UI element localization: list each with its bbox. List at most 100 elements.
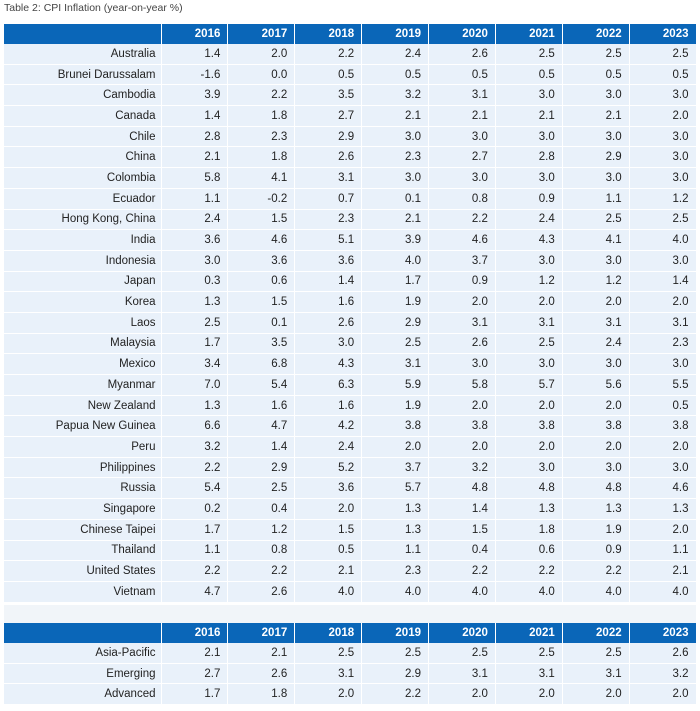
value-cell: 3.8	[562, 415, 630, 438]
value-cell: 2.3	[361, 146, 429, 169]
value-cell: 2.0	[629, 683, 697, 705]
value-cell: 1.9	[361, 291, 429, 313]
value-cell: 2.1	[495, 105, 563, 127]
value-cell: 1.1	[161, 188, 229, 210]
value-cell: 5.8	[428, 374, 496, 396]
value-cell: 4.2	[294, 415, 363, 438]
value-cell: 1.7	[161, 683, 229, 705]
value-cell: 5.7	[495, 374, 563, 396]
value-cell: 0.3	[161, 271, 229, 293]
table-row: Thailand 1.1 0.8 0.5 1.1 0.4 0.6 0.9 1.1	[4, 540, 697, 562]
year-header: 2022	[562, 24, 630, 44]
value-cell: 2.0	[629, 105, 697, 127]
value-cell: 3.0	[428, 167, 496, 189]
header-row: 2016 2017 2018 2019 2020 2021 2022 2023	[4, 623, 697, 643]
value-cell: 2.4	[161, 209, 229, 231]
value-cell: 2.9	[361, 312, 429, 334]
value-cell: 3.5	[227, 333, 296, 355]
value-cell: 4.0	[629, 229, 697, 251]
value-cell: 3.0	[495, 457, 563, 479]
value-cell: 4.0	[562, 581, 630, 602]
row-label: Philippines	[4, 457, 162, 479]
row-label: New Zealand	[4, 395, 162, 417]
value-cell: 3.0	[629, 146, 697, 169]
value-cell: 2.5	[161, 312, 229, 334]
value-cell: 2.5	[629, 44, 697, 65]
year-header: 2018	[294, 623, 363, 643]
row-label: Singapore	[4, 498, 162, 520]
value-cell: 1.8	[227, 146, 296, 169]
value-cell: 1.4	[161, 105, 229, 127]
value-cell: 0.5	[562, 64, 630, 86]
table-row: Colombia 5.8 4.1 3.1 3.0 3.0 3.0 3.0 3.0	[4, 167, 697, 189]
value-cell: 2.9	[562, 146, 630, 169]
table-row: Australia 1.4 2.0 2.2 2.4 2.6 2.5 2.5 2.5	[4, 44, 697, 65]
value-cell: 3.0	[428, 126, 496, 148]
value-cell: 2.5	[227, 477, 296, 500]
row-label: Advanced	[4, 683, 162, 705]
value-cell: 2.6	[428, 333, 496, 355]
row-label: Canada	[4, 105, 162, 127]
value-cell: 1.5	[227, 209, 296, 231]
value-cell: 3.0	[562, 250, 630, 272]
table-row: United States 2.2 2.2 2.1 2.3 2.2 2.2 2.2 2.1	[4, 560, 697, 582]
row-label: Australia	[4, 44, 162, 65]
value-cell: 2.0	[629, 519, 697, 541]
value-cell: 5.1	[294, 229, 363, 251]
value-cell: 1.3	[161, 291, 229, 313]
value-cell: 0.5	[294, 540, 363, 562]
value-cell: 4.0	[294, 581, 363, 602]
value-cell: 2.5	[562, 44, 630, 65]
value-cell: 4.1	[562, 229, 630, 251]
value-cell: 3.1	[495, 663, 563, 685]
table-row: Cambodia 3.9 2.2 3.5 3.2 3.1 3.0 3.0 3.0	[4, 84, 697, 107]
value-cell: 3.0	[495, 167, 563, 189]
value-cell: 0.5	[361, 64, 429, 86]
value-cell: 1.1	[562, 188, 630, 210]
value-cell: 2.0	[294, 498, 363, 520]
value-cell: 3.6	[294, 250, 363, 272]
value-cell: 2.5	[495, 44, 563, 65]
year-header: 2016	[161, 24, 229, 44]
value-cell: 2.1	[428, 105, 496, 127]
table-row: Japan 0.3 0.6 1.4 1.7 0.9 1.2 1.2 1.4	[4, 271, 697, 293]
value-cell: 0.1	[227, 312, 296, 334]
table-row: Asia-Pacific 2.1 2.1 2.5 2.5 2.5 2.5 2.5 2.6	[4, 643, 697, 664]
value-cell: 1.3	[629, 498, 697, 520]
value-cell: 3.0	[428, 353, 496, 375]
value-cell: 1.7	[161, 333, 229, 355]
table-row: Brunei Darussalam -1.6 0.0 0.5 0.5 0.5 0.5 0.5 0…	[4, 64, 697, 86]
row-label: Chile	[4, 126, 162, 148]
value-cell: 0.9	[495, 188, 563, 210]
value-cell: 0.9	[562, 540, 630, 562]
row-label: Vietnam	[4, 581, 162, 602]
value-cell: 2.8	[161, 126, 229, 148]
row-label: Myanmar	[4, 374, 162, 396]
table-row: Mexico 3.4 6.8 4.3 3.1 3.0 3.0 3.0 3.0	[4, 353, 697, 375]
value-cell: 4.0	[428, 581, 496, 602]
table-row: Canada 1.4 1.8 2.7 2.1 2.1 2.1 2.1 2.0	[4, 105, 697, 127]
table-row: Peru 3.2 1.4 2.4 2.0 2.0 2.0 2.0 2.0	[4, 436, 697, 458]
year-header: 2017	[227, 623, 296, 643]
value-cell: 0.5	[629, 395, 697, 417]
value-cell: 4.1	[227, 167, 296, 189]
value-cell: 2.5	[294, 643, 363, 664]
value-cell: 0.6	[495, 540, 563, 562]
value-cell: 3.0	[562, 457, 630, 479]
value-cell: 5.2	[294, 457, 363, 479]
table-row: Singapore 0.2 0.4 2.0 1.3 1.4 1.3 1.3 1.3	[4, 498, 697, 520]
row-label: Peru	[4, 436, 162, 458]
value-cell: 3.1	[428, 312, 496, 334]
value-cell: 3.0	[629, 353, 697, 375]
value-cell: 1.4	[161, 44, 229, 65]
value-cell: 2.6	[294, 312, 363, 334]
table-row: Korea 1.3 1.5 1.6 1.9 2.0 2.0 2.0 2.0	[4, 291, 697, 313]
value-cell: 4.3	[294, 353, 363, 375]
value-cell: 3.1	[294, 663, 363, 685]
value-cell: 3.9	[161, 84, 229, 107]
value-cell: 1.4	[227, 436, 296, 458]
value-cell: 3.0	[495, 353, 563, 375]
table-row: Vietnam 4.7 2.6 4.0 4.0 4.0 4.0 4.0 4.0	[4, 581, 697, 602]
table-row: Papua New Guinea 6.6 4.7 4.2 3.8 3.8 3.8 3.8 3.8	[4, 415, 697, 438]
value-cell: 1.9	[361, 395, 429, 417]
